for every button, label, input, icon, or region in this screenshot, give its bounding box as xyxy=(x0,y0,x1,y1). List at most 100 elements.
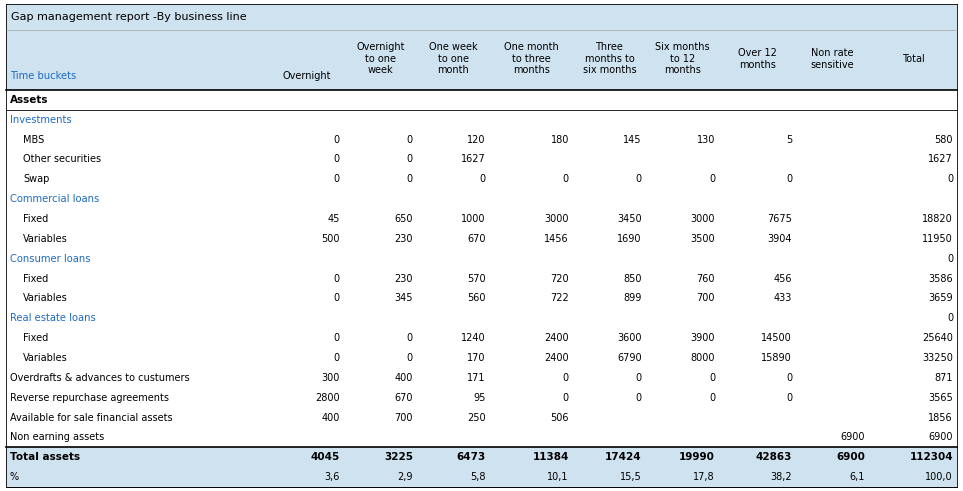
Text: 170: 170 xyxy=(467,353,486,363)
Text: 506: 506 xyxy=(550,412,569,423)
Text: 0: 0 xyxy=(333,155,340,164)
Text: 15890: 15890 xyxy=(762,353,792,363)
Text: Overnight
to one
week: Overnight to one week xyxy=(356,42,404,76)
Text: Time buckets: Time buckets xyxy=(10,72,76,82)
Text: Six months
to 12
months: Six months to 12 months xyxy=(655,42,710,76)
Text: 8000: 8000 xyxy=(690,353,715,363)
Text: 6790: 6790 xyxy=(617,353,642,363)
Text: 112304: 112304 xyxy=(909,452,953,462)
Text: 2,9: 2,9 xyxy=(398,472,413,482)
Text: 0: 0 xyxy=(786,174,792,184)
Text: 0: 0 xyxy=(947,254,953,264)
Text: 3450: 3450 xyxy=(617,214,642,224)
Text: 100,0: 100,0 xyxy=(925,472,953,482)
Text: 0: 0 xyxy=(709,373,715,383)
Text: MBS: MBS xyxy=(23,135,44,145)
Text: 1627: 1627 xyxy=(928,155,953,164)
Text: 400: 400 xyxy=(395,373,413,383)
Text: 570: 570 xyxy=(467,273,486,284)
Text: 3500: 3500 xyxy=(690,234,715,244)
Text: 1456: 1456 xyxy=(544,234,569,244)
Text: 345: 345 xyxy=(394,294,413,303)
Text: 580: 580 xyxy=(934,135,953,145)
Text: 33250: 33250 xyxy=(923,353,953,363)
Text: Variables: Variables xyxy=(23,294,67,303)
Text: 6900: 6900 xyxy=(841,433,865,442)
Text: %: % xyxy=(10,472,19,482)
Text: Total: Total xyxy=(901,54,924,64)
Text: 0: 0 xyxy=(406,353,413,363)
Text: 0: 0 xyxy=(406,174,413,184)
Text: 0: 0 xyxy=(333,135,340,145)
Text: 0: 0 xyxy=(480,174,486,184)
Text: 3565: 3565 xyxy=(928,393,953,403)
Text: 0: 0 xyxy=(562,373,569,383)
Text: Variables: Variables xyxy=(23,353,67,363)
Text: 4045: 4045 xyxy=(310,452,340,462)
Text: 3,6: 3,6 xyxy=(325,472,340,482)
Text: 120: 120 xyxy=(467,135,486,145)
Text: 3000: 3000 xyxy=(544,214,569,224)
Text: 11950: 11950 xyxy=(923,234,953,244)
Text: 300: 300 xyxy=(322,373,340,383)
Text: 0: 0 xyxy=(786,373,792,383)
Text: Swap: Swap xyxy=(23,174,49,184)
Text: 130: 130 xyxy=(696,135,715,145)
Text: One week
to one
month: One week to one month xyxy=(429,42,478,76)
Text: 0: 0 xyxy=(333,333,340,343)
Text: 0: 0 xyxy=(333,353,340,363)
Text: 3600: 3600 xyxy=(617,333,642,343)
Text: One month
to three
months: One month to three months xyxy=(504,42,559,76)
Text: 6900: 6900 xyxy=(928,433,953,442)
Text: 760: 760 xyxy=(696,273,715,284)
Text: 0: 0 xyxy=(636,373,642,383)
Text: Reverse repurchase agreements: Reverse repurchase agreements xyxy=(10,393,169,403)
Text: Over 12
months: Over 12 months xyxy=(738,48,777,70)
Text: 500: 500 xyxy=(322,234,340,244)
Text: 95: 95 xyxy=(474,393,486,403)
Text: 19990: 19990 xyxy=(679,452,715,462)
Text: Other securities: Other securities xyxy=(23,155,101,164)
Text: 7675: 7675 xyxy=(768,214,792,224)
Text: 433: 433 xyxy=(773,294,792,303)
Text: 0: 0 xyxy=(636,393,642,403)
Text: 0: 0 xyxy=(786,393,792,403)
Text: 230: 230 xyxy=(394,234,413,244)
Text: 871: 871 xyxy=(934,373,953,383)
Text: 11384: 11384 xyxy=(533,452,569,462)
Text: Overnight: Overnight xyxy=(283,72,331,82)
Text: 3586: 3586 xyxy=(928,273,953,284)
Text: 42863: 42863 xyxy=(756,452,792,462)
Text: Overdrafts & advances to custumers: Overdrafts & advances to custumers xyxy=(10,373,190,383)
Text: 0: 0 xyxy=(636,174,642,184)
Text: 2800: 2800 xyxy=(315,393,340,403)
Text: 3904: 3904 xyxy=(768,234,792,244)
Bar xyxy=(6,447,957,467)
Text: 5: 5 xyxy=(786,135,792,145)
Text: 650: 650 xyxy=(394,214,413,224)
Text: 400: 400 xyxy=(322,412,340,423)
Text: 45: 45 xyxy=(327,214,340,224)
Text: 0: 0 xyxy=(562,393,569,403)
Text: 0: 0 xyxy=(333,273,340,284)
Text: 2400: 2400 xyxy=(544,333,569,343)
Text: 18820: 18820 xyxy=(923,214,953,224)
Text: Variables: Variables xyxy=(23,234,67,244)
Text: 10,1: 10,1 xyxy=(547,472,569,482)
Text: 0: 0 xyxy=(709,174,715,184)
Text: 3900: 3900 xyxy=(690,333,715,343)
Text: 3225: 3225 xyxy=(384,452,413,462)
Text: 850: 850 xyxy=(623,273,642,284)
Text: Total assets: Total assets xyxy=(10,452,80,462)
Text: 0: 0 xyxy=(562,174,569,184)
Text: 1240: 1240 xyxy=(461,333,486,343)
Text: Non earning assets: Non earning assets xyxy=(10,433,104,442)
Text: 2400: 2400 xyxy=(544,353,569,363)
Text: Consumer loans: Consumer loans xyxy=(10,254,91,264)
Text: Fixed: Fixed xyxy=(23,273,48,284)
Text: 6,1: 6,1 xyxy=(849,472,865,482)
Bar xyxy=(6,4,957,30)
Text: 6473: 6473 xyxy=(456,452,486,462)
Text: 180: 180 xyxy=(551,135,569,145)
Text: 14500: 14500 xyxy=(762,333,792,343)
